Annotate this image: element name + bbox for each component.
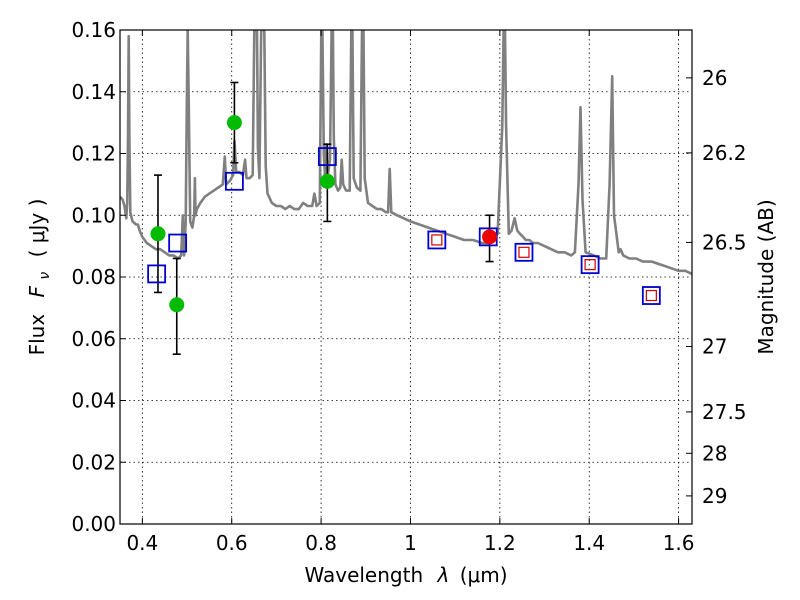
x-tick-label: 0.4: [126, 531, 158, 555]
x-tick-label: 1: [404, 531, 417, 555]
y2-axis-title: Magnitude (AB): [754, 199, 778, 354]
model-photometry-inner-marker: [584, 259, 596, 271]
y-tick-label: 0.02: [71, 450, 116, 474]
model-photometry-marker: [224, 171, 244, 191]
model-photometry-marker: [147, 264, 167, 284]
x-tick-label: 0.6: [216, 531, 248, 555]
model-photometry-marker: [317, 147, 337, 166]
x-axis-title: Wavelength λ (μm): [304, 563, 507, 587]
y-axis-title-symbol: F: [25, 285, 49, 297]
y2-tick-label: 26: [702, 66, 727, 90]
y2-tick-label: 29: [702, 484, 727, 508]
grid: [120, 30, 692, 524]
x-tick-label: 1.6: [663, 531, 695, 555]
y2-tick-label: 26.5: [702, 230, 747, 254]
model-photometry-marker: [580, 255, 600, 275]
y2-tick-label: 26.2: [702, 141, 747, 165]
observed-photometry-marker: [226, 115, 242, 131]
y-tick-label: 0.06: [71, 327, 116, 351]
model-sed-line: [120, 30, 692, 276]
observed-photometry-marker: [482, 229, 498, 245]
y2-tick-label: 27: [702, 334, 727, 358]
x-axis-title-units: (μm): [460, 563, 508, 587]
x-axis-title-prefix: Wavelength: [304, 563, 423, 587]
observed-photometry-marker: [319, 173, 335, 189]
model-photometry-marker: [168, 233, 188, 253]
model-photometry-inner-marker: [431, 234, 443, 246]
y-axis-title-prefix: Flux: [25, 314, 49, 356]
x-tick-label: 0.8: [305, 531, 337, 555]
y-tick-label: 0.04: [71, 389, 116, 413]
model-photometry-marker: [514, 242, 534, 262]
observed-photometry-marker: [169, 297, 185, 313]
tick-layer: 0.4 0.6 0.8 1 1.2 1.4 1.6 0.00 0.02 0.04 0.06 0.08 0…: [71, 18, 746, 555]
model-photometry-marker: [427, 230, 447, 250]
observed-photometry-marker: [150, 226, 166, 242]
y-tick-label: 0.16: [71, 18, 116, 42]
x-tick-label: 1.4: [573, 531, 605, 555]
y2-tick-label: 28: [702, 441, 727, 465]
y-tick-label: 0.12: [71, 142, 116, 166]
y-tick-label: 0.00: [71, 512, 116, 536]
model-photometry-inner-marker: [518, 246, 530, 258]
y-axis-title-units: ( μJy ): [25, 199, 49, 258]
y-tick-label: 0.10: [71, 203, 116, 227]
x-axis-title-symbol: λ: [437, 563, 450, 587]
y2-tick-label: 27.5: [702, 400, 747, 424]
model-sed-layer: [120, 30, 692, 276]
y-tick-label: 0.14: [71, 80, 116, 104]
y-axis-title: Flux F ν ( μJy ): [25, 199, 54, 356]
model-photometry-inner-marker: [645, 289, 657, 302]
model-photometry-marker: [641, 286, 661, 305]
x-tick-label: 1.2: [484, 531, 516, 555]
y-axis-title-subscript: ν: [37, 272, 53, 280]
marker-layer: [147, 115, 661, 313]
y-tick-label: 0.08: [71, 265, 116, 289]
